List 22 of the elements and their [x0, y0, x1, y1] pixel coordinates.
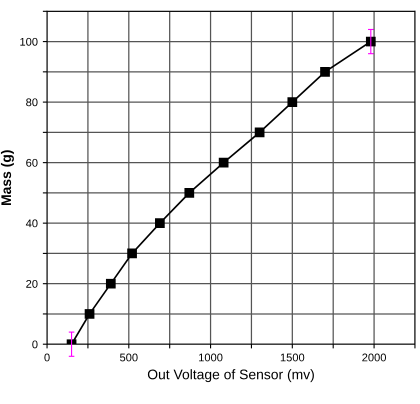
point: [218, 158, 229, 168]
y-tick-label: 100: [20, 38, 38, 46]
y-tick-label: 20: [26, 280, 38, 288]
x-tick-label: 1500: [280, 354, 304, 362]
y-tick-label: 60: [26, 158, 38, 167]
x-tick-label: 0: [44, 354, 50, 362]
point: [127, 248, 137, 258]
y-axis-title: Mass (g): [0, 150, 14, 205]
point: [184, 188, 194, 198]
y-tick-label: 40: [26, 219, 38, 228]
point: [287, 97, 298, 107]
x-tick-label: 2000: [362, 354, 386, 362]
x-axis-title: Out Voltage of Sensor (mv): [148, 369, 314, 382]
point: [254, 128, 264, 138]
point: [106, 278, 116, 289]
x-tick-label: 1000: [199, 354, 222, 362]
point: [155, 218, 165, 228]
x-tick-label: 500: [120, 354, 138, 362]
point: [320, 66, 330, 77]
y-tick-label: 0: [32, 340, 38, 348]
y-tick-label: 80: [26, 98, 38, 106]
point: [84, 309, 94, 319]
